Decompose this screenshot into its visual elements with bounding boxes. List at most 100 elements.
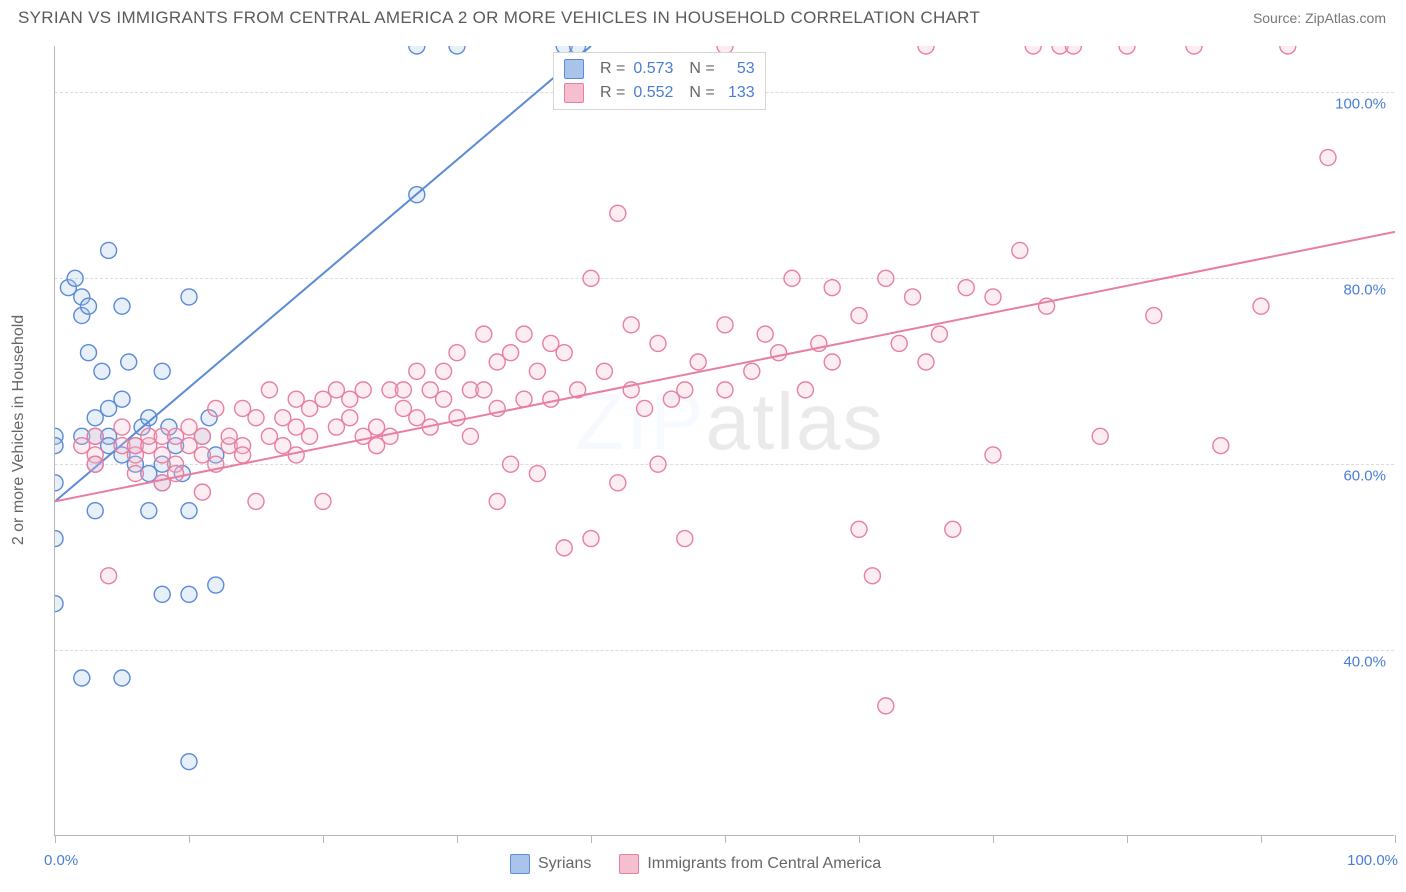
data-point-central_america (1213, 438, 1229, 454)
data-point-central_america (462, 428, 478, 444)
data-point-central_america (851, 521, 867, 537)
data-point-syrians (74, 670, 90, 686)
data-point-central_america (369, 438, 385, 454)
data-point-central_america (797, 382, 813, 398)
stat-R-value: 0.552 (633, 84, 681, 102)
data-point-syrians (81, 345, 97, 361)
data-point-central_america (154, 475, 170, 491)
data-point-syrians (208, 577, 224, 593)
y-axis-title: 2 or more Vehicles in Household (10, 315, 28, 545)
legend-item: Immigrants from Central America (619, 854, 881, 874)
data-point-central_america (556, 345, 572, 361)
data-point-central_america (677, 382, 693, 398)
data-point-central_america (342, 410, 358, 426)
data-point-central_america (114, 419, 130, 435)
legend-label: Immigrants from Central America (647, 855, 881, 872)
stat-R-label: R = (600, 60, 625, 78)
data-point-central_america (918, 46, 934, 54)
data-point-syrians (154, 363, 170, 379)
data-point-syrians (101, 242, 117, 258)
data-point-central_america (610, 205, 626, 221)
data-point-syrians (94, 363, 110, 379)
data-point-central_america (516, 391, 532, 407)
data-point-central_america (784, 270, 800, 286)
stat-R-value: 0.573 (633, 60, 681, 78)
data-point-central_america (101, 568, 117, 584)
data-point-syrians (141, 503, 157, 519)
data-point-central_america (409, 363, 425, 379)
x-axis-min-label: 0.0% (44, 852, 78, 869)
data-point-central_america (489, 493, 505, 509)
data-point-central_america (637, 400, 653, 416)
data-point-central_america (315, 493, 331, 509)
data-point-syrians (55, 475, 63, 491)
data-point-central_america (1253, 298, 1269, 314)
stats-row: R = 0.573 N = 53 (564, 57, 755, 81)
data-point-central_america (87, 428, 103, 444)
series-swatch (564, 83, 584, 103)
data-point-central_america (757, 326, 773, 342)
x-tick (457, 835, 458, 843)
data-point-central_america (650, 335, 666, 351)
data-point-central_america (623, 317, 639, 333)
data-point-central_america (583, 531, 599, 547)
stat-N-value: 133 (723, 84, 755, 102)
data-point-central_america (503, 345, 519, 361)
data-point-central_america (677, 531, 693, 547)
data-point-central_america (985, 447, 1001, 463)
x-tick (1261, 835, 1262, 843)
data-point-syrians (87, 503, 103, 519)
data-point-central_america (905, 289, 921, 305)
data-point-central_america (1146, 308, 1162, 324)
stat-N-label: N = (689, 60, 714, 78)
data-point-syrians (181, 586, 197, 602)
data-point-central_america (543, 391, 559, 407)
data-point-central_america (958, 280, 974, 296)
data-point-central_america (744, 363, 760, 379)
data-point-central_america (931, 326, 947, 342)
x-tick (859, 835, 860, 843)
data-point-syrians (121, 354, 137, 370)
chart-plot-area: ZIPatlas 40.0%60.0%80.0%100.0%R =0.573N … (54, 46, 1394, 836)
data-point-syrians (114, 670, 130, 686)
data-point-syrians (55, 596, 63, 612)
data-point-central_america (985, 289, 1001, 305)
data-point-central_america (1280, 46, 1296, 54)
x-tick (993, 835, 994, 843)
data-point-central_america (1320, 150, 1336, 166)
legend-label: Syrians (538, 855, 591, 872)
data-point-central_america (918, 354, 934, 370)
data-point-central_america (248, 410, 264, 426)
data-point-central_america (516, 326, 532, 342)
data-point-syrians (67, 270, 83, 286)
chart-header: SYRIAN VS IMMIGRANTS FROM CENTRAL AMERIC… (0, 0, 1406, 32)
data-point-central_america (87, 456, 103, 472)
data-point-central_america (1092, 428, 1108, 444)
data-point-central_america (650, 456, 666, 472)
data-point-central_america (878, 698, 894, 714)
data-point-central_america (476, 326, 492, 342)
data-point-central_america (261, 382, 277, 398)
x-tick (1127, 835, 1128, 843)
data-point-syrians (181, 503, 197, 519)
x-axis-max-label: 100.0% (1347, 852, 1398, 869)
data-point-central_america (690, 354, 706, 370)
x-tick (1395, 835, 1396, 843)
data-point-central_america (1065, 46, 1081, 54)
data-point-central_america (717, 317, 733, 333)
data-point-central_america (529, 466, 545, 482)
data-point-central_america (355, 382, 371, 398)
x-tick (55, 835, 56, 843)
x-tick (725, 835, 726, 843)
series-swatch (564, 59, 584, 79)
data-point-central_america (1025, 46, 1041, 54)
data-point-central_america (503, 456, 519, 472)
series-swatch (510, 854, 530, 874)
stat-N-value: 53 (723, 60, 755, 78)
data-point-central_america (878, 270, 894, 286)
data-point-syrians (409, 46, 425, 54)
data-point-central_america (194, 428, 210, 444)
data-point-central_america (824, 280, 840, 296)
data-point-central_america (248, 493, 264, 509)
stat-R-label: R = (600, 84, 625, 102)
